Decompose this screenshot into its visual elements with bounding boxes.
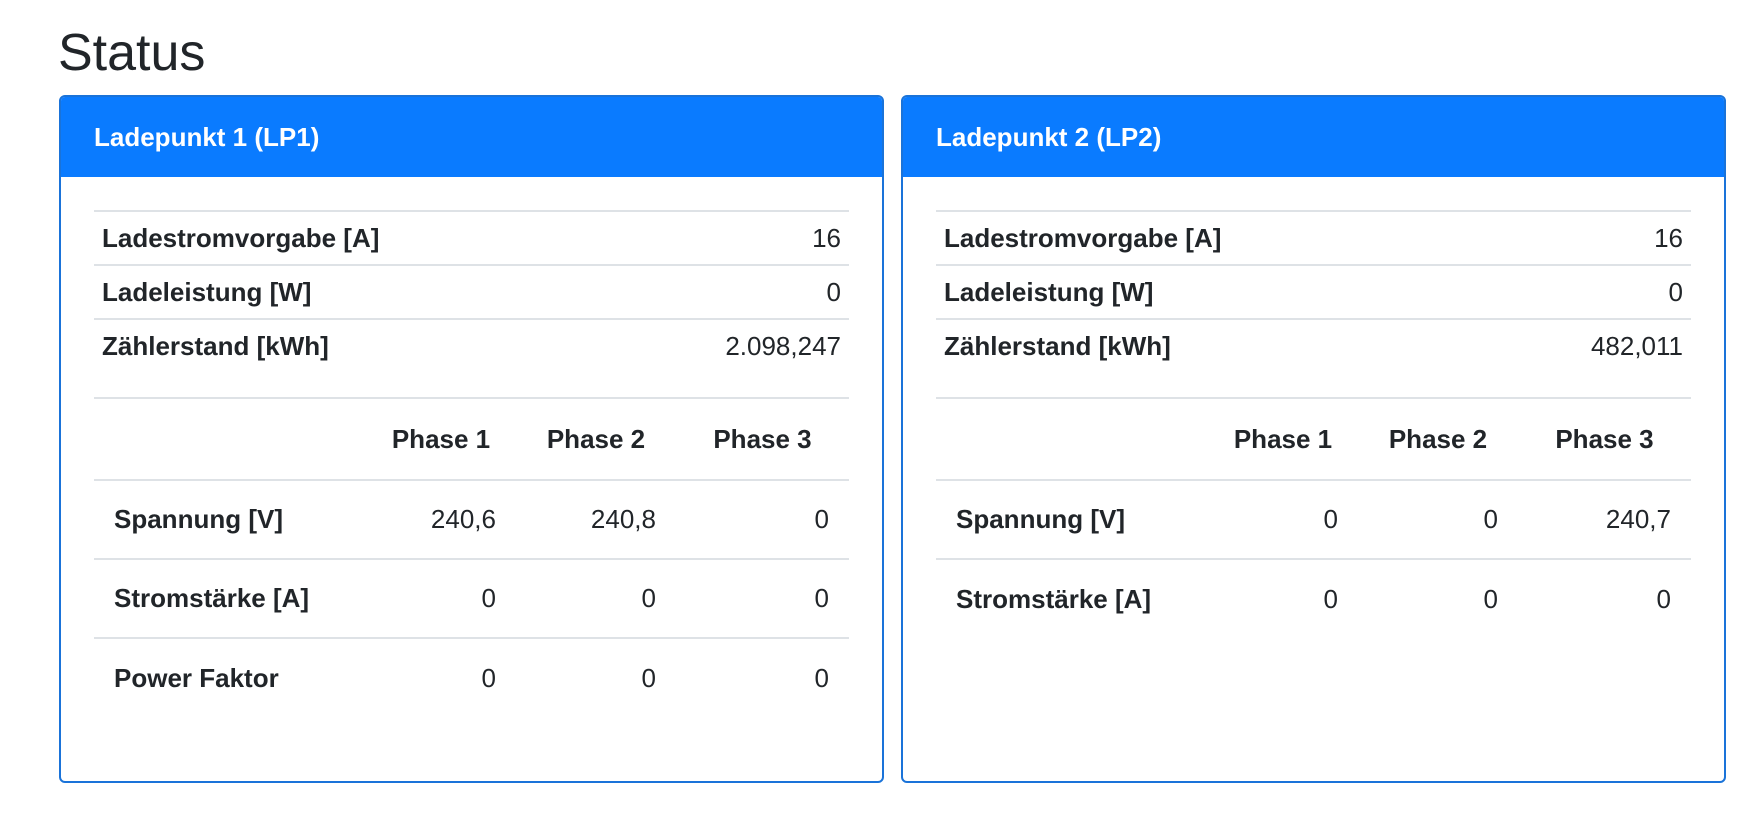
info-value: 482,011 (1487, 318, 1691, 373)
info-table: Ladestromvorgabe [A] 16 Ladeleistung [W]… (94, 210, 849, 373)
info-value: 16 (615, 210, 849, 265)
phase-row-label: Power Faktor (114, 662, 279, 693)
info-row: Ladeleistung [W] 0 (936, 264, 1691, 319)
phase-row: Stromstärke [A] 0 0 0 (936, 559, 1691, 638)
card-header: Ladepunkt 1 (LP1) (61, 97, 882, 177)
phase-row: Stromstärke [A] 0 0 0 (94, 559, 849, 639)
card-body: Ladestromvorgabe [A] 16 Ladeleistung [W]… (61, 177, 882, 717)
info-label: Ladeleistung [W] (936, 264, 1488, 319)
phase-value: 0 (1208, 480, 1358, 560)
info-row: Zählerstand [kWh] 2.098,247 (94, 318, 849, 373)
phase-value: 0 (641, 662, 656, 693)
charge-point-cards: Ladepunkt 1 (LP1) Ladestromvorgabe [A] 1… (59, 95, 1726, 783)
phase-table: Phase 1 Phase 2 Phase 3 Spannung [V] 240… (94, 397, 849, 717)
phase-header-row: Phase 1 Phase 2 Phase 3 (94, 397, 849, 481)
info-label: Ladestromvorgabe [A] (94, 210, 616, 265)
phase-row-label: Spannung [V] (94, 480, 366, 560)
info-row: Ladeleistung [W] 0 (94, 264, 849, 319)
phase-header: Phase 3 (1518, 397, 1691, 481)
info-row: Ladestromvorgabe [A] 16 (936, 210, 1691, 265)
phase-value: 0 (1483, 583, 1498, 614)
phase-value: 0 (676, 559, 849, 639)
phase-header-empty (936, 397, 1208, 481)
phase-row-label: Stromstärke [A] (94, 559, 366, 639)
info-value: 16 (1487, 210, 1691, 265)
phase-value: 0 (1358, 480, 1518, 560)
phase-header: Phase 1 (1208, 397, 1358, 481)
phase-header: Phase 3 (676, 397, 849, 481)
info-label: Zählerstand [kWh] (936, 318, 1488, 373)
phase-value: 240,7 (1518, 480, 1691, 560)
phase-value: 240,8 (516, 480, 676, 560)
info-row: Zählerstand [kWh] 482,011 (936, 318, 1691, 373)
phase-row-label: Stromstärke [A] (956, 583, 1152, 614)
phase-header: Phase 1 (366, 397, 516, 481)
info-value: 2.098,247 (615, 318, 849, 373)
info-value: 0 (1487, 264, 1691, 319)
phase-value: 0 (676, 480, 849, 560)
phase-value: 0 (814, 662, 829, 693)
phase-value: 240,6 (366, 480, 516, 560)
phase-row-label: Spannung [V] (936, 480, 1208, 560)
phase-value: 0 (1656, 583, 1671, 614)
charge-point-card-lp2: Ladepunkt 2 (LP2) Ladestromvorgabe [A] 1… (901, 95, 1726, 783)
phase-header-row: Phase 1 Phase 2 Phase 3 (936, 397, 1691, 481)
info-table: Ladestromvorgabe [A] 16 Ladeleistung [W]… (936, 210, 1691, 373)
page-title: Status (58, 24, 206, 82)
charge-point-card-lp1: Ladepunkt 1 (LP1) Ladestromvorgabe [A] 1… (59, 95, 884, 783)
phase-row: Power Faktor 0 0 0 (94, 638, 849, 717)
phase-header: Phase 2 (516, 397, 676, 481)
info-value: 0 (615, 264, 849, 319)
phase-value: 0 (516, 559, 676, 639)
phase-header: Phase 2 (1358, 397, 1518, 481)
card-body: Ladestromvorgabe [A] 16 Ladeleistung [W]… (903, 177, 1724, 638)
phase-value: 0 (366, 559, 516, 639)
info-label: Ladestromvorgabe [A] (936, 210, 1488, 265)
phase-row: Spannung [V] 0 0 240,7 (936, 480, 1691, 560)
card-header: Ladepunkt 2 (LP2) (903, 97, 1724, 177)
phase-value: 0 (1323, 583, 1338, 614)
phase-header-empty (94, 397, 366, 481)
info-label: Zählerstand [kWh] (94, 318, 616, 373)
info-label: Ladeleistung [W] (94, 264, 616, 319)
phase-table: Phase 1 Phase 2 Phase 3 Spannung [V] 0 0… (936, 397, 1691, 638)
phase-value: 0 (481, 662, 496, 693)
info-row: Ladestromvorgabe [A] 16 (94, 210, 849, 265)
phase-row: Spannung [V] 240,6 240,8 0 (94, 480, 849, 560)
